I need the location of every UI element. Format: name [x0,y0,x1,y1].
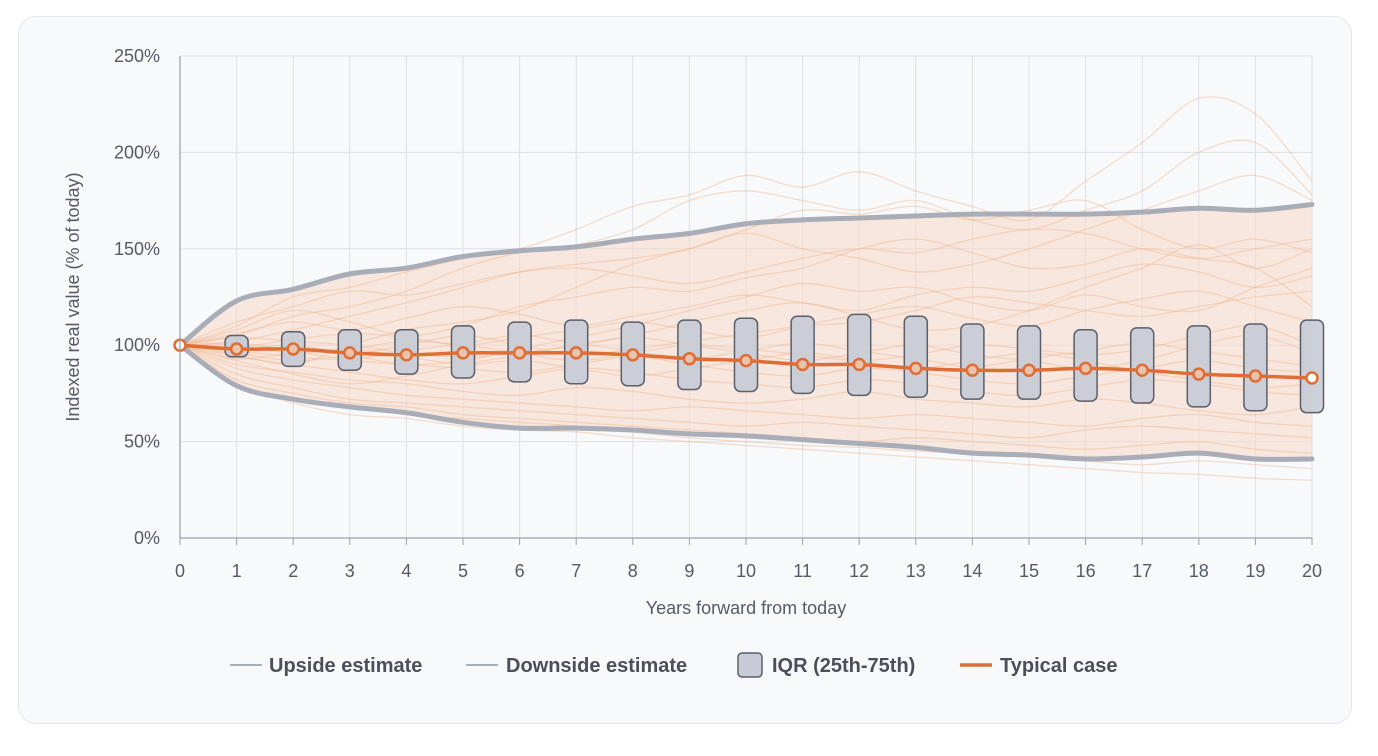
y-tick-label: 250% [114,46,160,66]
x-tick-label: 17 [1132,561,1152,581]
iqr-box [1016,325,1042,400]
iqr-box [1243,323,1268,412]
x-tick-label: 15 [1019,561,1039,581]
x-tick-label: 11 [793,561,812,581]
simulated-path [179,238,1313,346]
typical-case-point [399,348,414,362]
typical-case-point [229,342,244,356]
legend-label-typical: Typical case [1000,655,1117,677]
y-axis-title: Indexed real value (% of today) [63,172,83,421]
simulated-path [179,199,1313,346]
upside-estimate-line [177,201,1315,348]
iqr-boxes [224,313,1325,414]
simulated-path [179,344,1313,416]
iqr-box [1299,319,1325,414]
simulated-path [179,228,1313,346]
x-tick-label: 3 [345,561,355,581]
simulated-path [179,174,1313,366]
legend-item-iqr[interactable]: IQR (25th-75th) [737,652,915,678]
simulated-path [179,344,1313,481]
x-tick-label: 7 [571,561,581,581]
legend-label-downside: Downside estimate [506,655,687,677]
simulated-path [179,139,1313,346]
typical-case-point [1192,367,1206,381]
typical-case-point [512,346,527,360]
x-tick-label: 20 [1302,561,1322,581]
legend-item-upside[interactable]: Upside estimate [230,655,422,677]
x-tick-label: 19 [1245,561,1265,581]
iqr-box [1186,325,1212,408]
legend-item-typical[interactable]: Typical case [960,655,1117,677]
typical-case-point [1078,361,1093,376]
x-tick-label: 5 [458,561,468,581]
legend: Upside estimate Downside estimate IQR (2… [230,652,1117,678]
typical-case-point [626,348,640,362]
y-tick-label: 200% [114,142,160,162]
typical-case-point [286,342,300,356]
x-tick-label: 0 [175,561,185,581]
x-tick-label: 14 [962,561,982,581]
typical-case-point [965,363,980,378]
y-tick-label: 0% [134,528,160,548]
typical-case-point [852,357,866,372]
legend-swatch-iqr [737,652,763,678]
y-tick-label: 100% [114,335,160,355]
bound-lines [177,201,1315,462]
typical-case-point [1135,363,1149,378]
x-tick-label: 16 [1076,561,1096,581]
typical-case-point [909,361,923,376]
x-tick-label: 4 [401,561,411,581]
typical-case-point [456,346,470,360]
simulated-path [179,96,1313,346]
y-tick-label: 150% [114,239,160,259]
simulated-path [179,267,1313,366]
x-tick-label: 12 [849,561,869,581]
y-tick-label: 50% [124,432,160,452]
typical-case-point [1305,371,1319,385]
x-tick-label: 1 [232,561,242,581]
downside-estimate-line [177,342,1315,462]
legend-label-upside: Upside estimate [269,655,422,677]
iqr-box [790,315,815,395]
x-tick-label: 2 [288,561,298,581]
x-tick-label: 6 [515,561,525,581]
typical-case-point [1022,363,1036,378]
legend-item-downside[interactable]: Downside estimate [466,655,687,677]
legend-label-iqr: IQR (25th-75th) [772,655,915,677]
axes: 0%50%100%150%200%250%0 1 2 3 4 5 6 7 8 9 10 11 12 13 1… [114,46,1322,581]
typical-case-point [569,346,583,360]
x-tick-label: 9 [684,561,694,581]
simulated-paths [179,96,1313,481]
typical-case-point [682,351,697,366]
x-tick-label: 18 [1189,561,1209,581]
typical-case-point [739,353,753,368]
typical-case-point [343,346,357,360]
x-tick-label: 8 [628,561,638,581]
simulated-path [179,344,1313,439]
x-tick-label: 13 [906,561,926,581]
simulated-path [179,263,1313,346]
iqr-box [846,313,872,397]
simulated-path [179,244,1313,385]
typical-case-point [795,357,810,372]
simulated-path [179,344,1313,427]
iqr-box [903,315,929,399]
x-tick-label: 10 [736,561,756,581]
x-axis-title: Years forward from today [646,598,846,618]
iqr-box [960,323,985,400]
typical-case-point [1248,369,1263,383]
